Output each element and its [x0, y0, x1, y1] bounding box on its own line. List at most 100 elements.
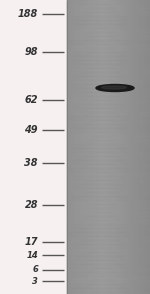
Bar: [67, 28, 150, 32]
Bar: [113, 0, 115, 294]
Bar: [102, 0, 105, 294]
Bar: [67, 208, 150, 212]
Bar: [67, 144, 150, 148]
Bar: [98, 0, 101, 294]
Bar: [67, 76, 150, 80]
Bar: [131, 0, 134, 294]
Text: 28: 28: [24, 200, 38, 210]
Bar: [67, 160, 150, 164]
Bar: [67, 72, 150, 76]
Bar: [111, 0, 113, 294]
Bar: [67, 40, 150, 44]
Bar: [94, 0, 97, 294]
Bar: [67, 252, 150, 256]
Bar: [67, 132, 150, 136]
Bar: [127, 0, 130, 294]
Bar: [67, 164, 150, 168]
Bar: [129, 0, 132, 294]
Bar: [121, 0, 124, 294]
Text: 14: 14: [26, 250, 38, 260]
Bar: [67, 88, 150, 92]
Bar: [67, 140, 150, 144]
Bar: [84, 0, 86, 294]
Bar: [67, 148, 150, 152]
Text: 17: 17: [24, 237, 38, 247]
Bar: [67, 80, 150, 84]
Text: 3: 3: [32, 276, 38, 285]
Bar: [123, 0, 126, 294]
Bar: [67, 168, 150, 172]
Bar: [67, 228, 150, 232]
Bar: [67, 248, 150, 252]
Ellipse shape: [96, 84, 134, 91]
Bar: [67, 156, 150, 160]
Bar: [77, 0, 80, 294]
Bar: [67, 0, 150, 4]
Bar: [67, 68, 150, 72]
Bar: [117, 0, 119, 294]
Bar: [67, 284, 150, 288]
Bar: [67, 8, 150, 12]
Bar: [67, 264, 150, 268]
Bar: [69, 0, 72, 294]
Bar: [67, 104, 150, 108]
Text: 188: 188: [18, 9, 38, 19]
Bar: [104, 0, 107, 294]
Bar: [67, 84, 150, 88]
Ellipse shape: [102, 86, 126, 89]
Bar: [67, 92, 150, 96]
Bar: [108, 0, 111, 294]
Bar: [71, 0, 74, 294]
Bar: [67, 204, 150, 208]
Bar: [67, 216, 150, 220]
Bar: [125, 0, 128, 294]
Bar: [67, 184, 150, 188]
Bar: [96, 0, 99, 294]
Bar: [119, 0, 122, 294]
Bar: [0, 0, 67, 294]
Bar: [67, 52, 150, 56]
Bar: [67, 260, 150, 264]
Text: 98: 98: [24, 47, 38, 57]
Bar: [67, 268, 150, 272]
Bar: [67, 224, 150, 228]
Bar: [100, 0, 103, 294]
Bar: [73, 0, 76, 294]
Bar: [138, 0, 140, 294]
Bar: [146, 0, 148, 294]
Bar: [67, 136, 150, 140]
Bar: [144, 0, 146, 294]
Bar: [67, 128, 150, 132]
Bar: [67, 232, 150, 236]
Bar: [133, 0, 136, 294]
Bar: [75, 0, 78, 294]
Bar: [67, 60, 150, 64]
Bar: [67, 100, 150, 104]
Bar: [86, 0, 88, 294]
Bar: [82, 0, 84, 294]
Bar: [67, 44, 150, 48]
Bar: [148, 0, 150, 294]
Bar: [115, 0, 117, 294]
Bar: [67, 236, 150, 240]
Bar: [90, 0, 92, 294]
Bar: [67, 272, 150, 276]
Bar: [67, 56, 150, 60]
Bar: [67, 172, 150, 176]
Bar: [67, 192, 150, 196]
Bar: [67, 112, 150, 116]
Bar: [106, 0, 109, 294]
Bar: [67, 256, 150, 260]
Bar: [92, 0, 94, 294]
Bar: [80, 0, 82, 294]
Bar: [67, 244, 150, 248]
Bar: [67, 212, 150, 216]
Bar: [67, 116, 150, 120]
Bar: [67, 200, 150, 204]
Bar: [67, 0, 70, 294]
Bar: [67, 96, 150, 100]
Bar: [67, 180, 150, 184]
Bar: [67, 16, 150, 20]
Bar: [67, 188, 150, 192]
Bar: [67, 152, 150, 156]
